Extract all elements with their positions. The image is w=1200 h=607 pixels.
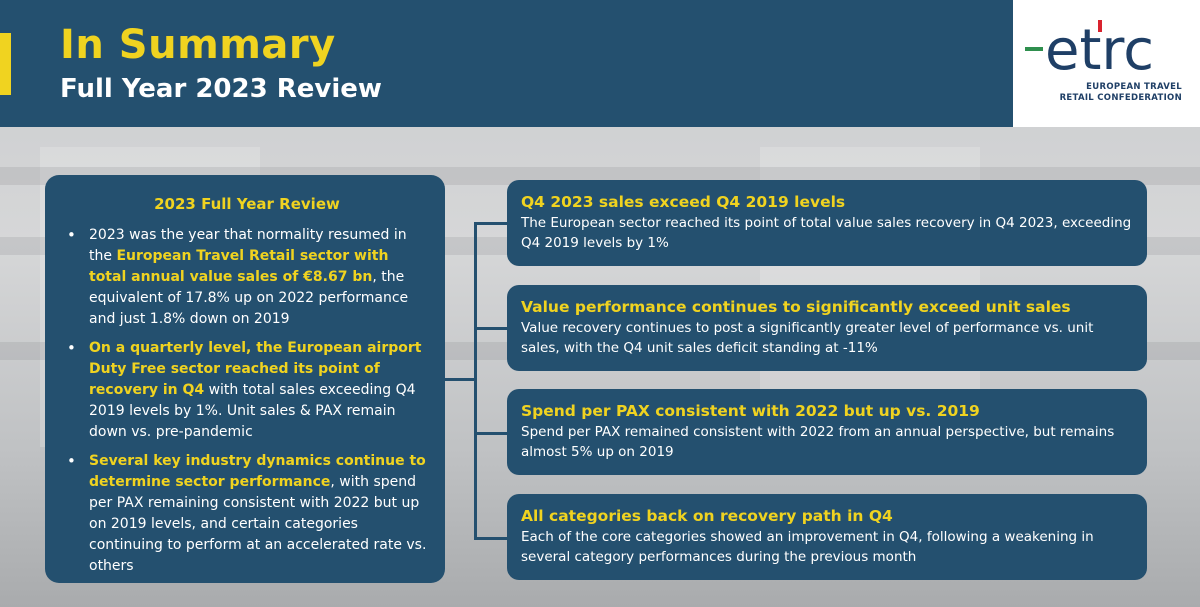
card-title: Spend per PAX consistent with 2022 but u… <box>521 402 980 420</box>
page-title: In Summary <box>60 22 336 68</box>
bullet-text: , the equivalent of 17.8% up on 2022 per… <box>89 269 409 327</box>
logo-tagline: EUROPEAN TRAVEL RETAIL CONFEDERATION <box>1060 82 1182 104</box>
card-body: Each of the core categories showed an im… <box>521 529 1094 565</box>
etrc-logo-mark: etrc <box>1025 18 1154 80</box>
summary-card: Spend per PAX consistent with 2022 but u… <box>507 389 1147 475</box>
summary-card: Q4 2023 sales exceed Q4 2019 levels The … <box>507 180 1147 266</box>
logo-green-dash <box>1025 47 1043 51</box>
bullet-text: 2023 was the year that normality resumed… <box>89 227 407 264</box>
etrc-logo: etrc EUROPEAN TRAVEL RETAIL CONFEDERATIO… <box>1013 0 1200 127</box>
card-title: Q4 2023 sales exceed Q4 2019 levels <box>521 193 846 211</box>
connector-line <box>474 537 508 540</box>
card-body: The European sector reached its point of… <box>521 215 1132 251</box>
card-title: All categories back on recovery path in … <box>521 507 893 525</box>
bullet-highlight: European Travel Retail sector with total… <box>89 248 389 285</box>
panel-heading: 2023 Full Year Review <box>154 195 340 213</box>
review-bullets: 2023 was the year that normality resumed… <box>67 225 427 577</box>
bullet-highlight: On a quarterly level, the European airpo… <box>89 340 422 398</box>
summary-card: All categories back on recovery path in … <box>507 494 1147 580</box>
full-year-review-panel: 2023 Full Year Review 2023 was the year … <box>45 175 445 583</box>
bullet-highlight: Several key industry dynamics continue t… <box>89 453 426 490</box>
connector-line <box>474 222 508 225</box>
bullet-item: On a quarterly level, the European airpo… <box>67 338 427 443</box>
logo-tagline-line1: EUROPEAN TRAVEL <box>1086 82 1182 92</box>
connector-line <box>474 327 508 330</box>
connector-line <box>445 378 477 381</box>
connector-line <box>474 222 477 539</box>
bullet-item: Several key industry dynamics continue t… <box>67 451 427 577</box>
logo-tagline-line2: RETAIL CONFEDERATION <box>1059 93 1182 103</box>
header-banner: In Summary Full Year 2023 Review <box>0 0 1200 127</box>
summary-card: Value performance continues to significa… <box>507 285 1147 371</box>
logo-red-accent <box>1098 20 1102 32</box>
card-body: Value recovery continues to post a signi… <box>521 320 1094 356</box>
card-title: Value performance continues to significa… <box>521 298 1071 316</box>
connector-line <box>474 432 508 435</box>
bullet-item: 2023 was the year that normality resumed… <box>67 225 427 330</box>
bullet-text: with total sales exceeding Q4 2019 level… <box>89 382 416 440</box>
accent-bar <box>0 33 11 95</box>
bullet-text: , with spend per PAX remaining consisten… <box>89 474 427 574</box>
page-subtitle: Full Year 2023 Review <box>60 74 382 104</box>
card-body: Spend per PAX remained consistent with 2… <box>521 424 1115 460</box>
